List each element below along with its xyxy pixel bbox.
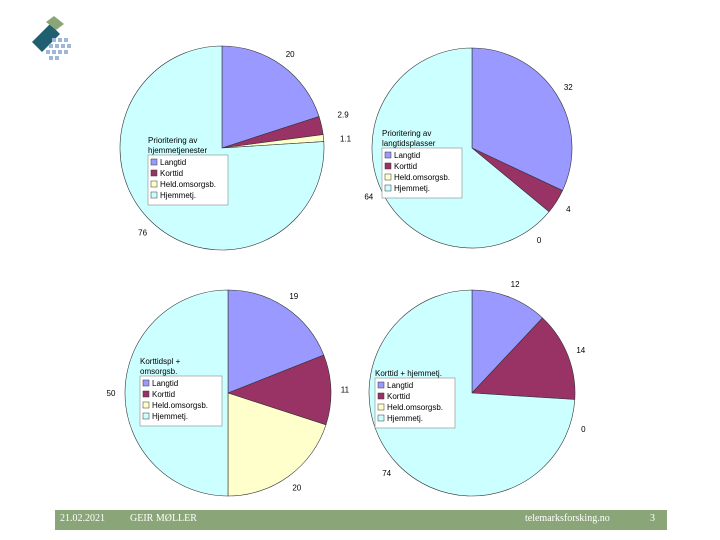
legend-title: omsorgsb. <box>140 367 177 376</box>
pie-data-label: 32 <box>564 83 573 92</box>
pie-data-label: 1.1 <box>340 135 352 144</box>
pie-data-label: 12 <box>511 280 520 289</box>
legend-title: Korttidspl + <box>140 357 181 366</box>
pie-data-label: 4 <box>566 205 571 214</box>
legend-entry: Hjemmetj. <box>160 191 196 200</box>
legend-swatch <box>142 401 150 409</box>
legend-entry: Held.omsorgsb. <box>160 180 216 189</box>
legend-swatch <box>377 403 385 411</box>
legend-entry: Langtid <box>152 379 178 388</box>
legend-swatch <box>384 162 392 170</box>
pie-slice-held-omsorgsb- <box>227 392 327 497</box>
pie-slice-hjemmetj- <box>368 289 576 497</box>
chart-legend: Korttidspl +omsorgsb. Langtid Korttid Held.… <box>139 357 223 427</box>
legend-entry: Held.omsorgsb. <box>152 401 208 410</box>
legend-title: Korttid + hjemmetj. <box>375 369 442 378</box>
pie-data-label: 74 <box>382 469 391 478</box>
legend-swatch <box>377 392 385 400</box>
pie-data-label: 20 <box>292 484 301 493</box>
footer-date: 21.02.2021 <box>60 513 105 524</box>
legend-entry: Hjemmetj. <box>387 414 423 423</box>
pie-slice-langtid <box>227 289 325 394</box>
pie-data-label: 20 <box>286 50 295 59</box>
legend-entry: Korttid <box>152 390 175 399</box>
legend-entry: Held.omsorgsb. <box>394 173 450 182</box>
legend-swatch <box>377 381 385 389</box>
legend-swatch <box>384 184 392 192</box>
chart-legend: Korttid + hjemmetj. Langtid Korttid Held.om… <box>374 369 456 429</box>
legend-title: langtidsplasser <box>382 139 436 148</box>
pie-data-label: 64 <box>364 193 373 202</box>
footer-site: telemarksforsking.no <box>525 513 610 524</box>
legend-entry: Korttid <box>394 162 417 171</box>
pie-slice-langtid <box>471 289 543 394</box>
legend-title: Prioritering av <box>382 129 431 138</box>
legend-swatch <box>150 158 158 166</box>
pie-slice-korttid <box>227 354 332 426</box>
legend-swatch <box>150 191 158 199</box>
legend-entry: Langtid <box>160 158 186 167</box>
pie-data-label: 2.9 <box>338 110 350 119</box>
footer-page-number: 3 <box>650 513 655 524</box>
legend-swatch <box>142 390 150 398</box>
legend-swatch <box>150 180 158 188</box>
legend-swatch <box>142 412 150 420</box>
legend-entry: Langtid <box>394 151 420 160</box>
legend-entry: Hjemmetj. <box>152 412 188 421</box>
pie-slice-korttid <box>471 317 576 400</box>
pie-data-label: 76 <box>138 229 147 238</box>
pie-data-label: 14 <box>576 346 585 355</box>
legend-title: Prioritering av <box>148 136 197 145</box>
legend-swatch <box>150 169 158 177</box>
legend-entry: Korttid <box>160 169 183 178</box>
legend-swatch <box>384 151 392 159</box>
legend-swatch <box>377 414 385 422</box>
legend-swatch <box>142 379 150 387</box>
footer-bar: 21.02.2021 GEIR MØLLER telemarksforsking… <box>55 510 667 530</box>
pie-data-label: 0 <box>537 236 542 245</box>
pie-data-label: 0 <box>581 425 586 434</box>
legend-entry: Held.omsorgsb. <box>387 403 443 412</box>
company-logo <box>32 16 71 60</box>
legend-entry: Hjemmetj. <box>394 184 430 193</box>
legend-swatch <box>384 173 392 181</box>
pie-data-label: 11 <box>341 385 350 394</box>
legend-entry: Langtid <box>387 381 413 390</box>
footer-author: GEIR MØLLER <box>130 513 197 524</box>
legend-title: hjemmetjenester <box>148 146 207 155</box>
pie-slice-langtid <box>221 45 320 149</box>
pie-data-label: 19 <box>289 292 298 301</box>
pie-slice-langtid <box>471 47 573 191</box>
pie-chart-1: 20 2.9 1.1 76 Prioritering avhjemmetjenester… <box>119 45 352 251</box>
pie-data-label: 50 <box>107 389 116 398</box>
legend-entry: Korttid <box>387 392 410 401</box>
